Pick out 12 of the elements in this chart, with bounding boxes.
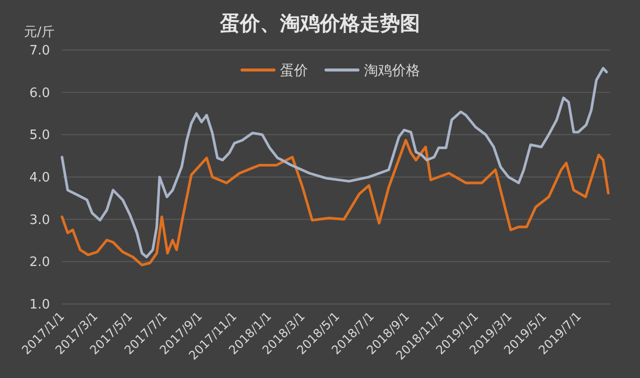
y-axis-title: 元/斤 [24,25,54,40]
legend-label: 蛋价 [280,62,308,79]
y-tick-label: 1.0 [29,298,50,313]
legend-label: 淘鸡价格 [364,62,420,79]
y-tick-label: 4.0 [29,170,50,186]
chart-title: 蛋价、淘鸡价格走势图 [219,11,420,35]
y-tick-label: 6.0 [29,86,50,101]
y-tick-label: 2.0 [29,255,50,270]
y-tick-label: 5.0 [29,128,50,144]
y-tick-label: 3.0 [29,212,50,228]
y-tick-label: 7.0 [29,44,50,59]
line-series [60,138,610,266]
